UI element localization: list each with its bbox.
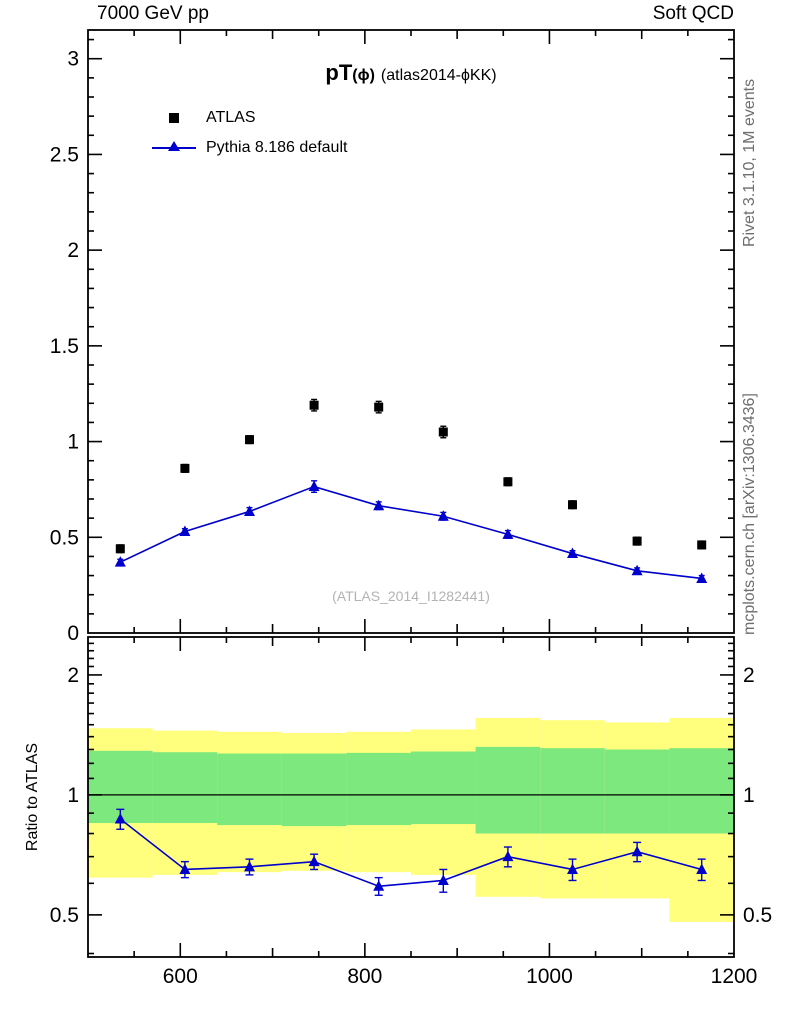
ratio-band-inner — [411, 751, 476, 825]
legend-label-data: ATLAS — [206, 109, 256, 126]
ratio-band-inner — [604, 749, 670, 834]
ratio-band-inner — [217, 753, 282, 826]
mc-marker — [567, 547, 578, 559]
ratio-axis-title: Ratio to ATLAS — [24, 742, 41, 852]
ratio-y-tick-label: 2 — [67, 664, 79, 687]
ratio-y-tick-label-right: 2 — [743, 664, 755, 687]
mc-marker — [114, 556, 126, 567]
mc-marker — [244, 505, 255, 516]
legend-item-data: ATLAS — [150, 103, 347, 133]
data-marker — [632, 536, 642, 546]
ratio-y-tick-label: 0.5 — [50, 904, 79, 927]
x-tick-label: 1000 — [526, 965, 573, 988]
data-marker — [245, 435, 254, 445]
ratio-marker — [696, 863, 708, 874]
data-marker — [697, 540, 707, 550]
mc-marker — [179, 525, 191, 537]
mc-marker — [437, 510, 449, 521]
beam-energy-label: 7000 GeV pp — [97, 3, 209, 24]
data-marker — [115, 544, 125, 554]
y-tick-label: 3 — [67, 48, 79, 71]
legend: ATLAS Pythia 8.186 default — [150, 103, 347, 163]
y-tick-label: 1 — [67, 431, 79, 454]
ratio-marker — [437, 874, 449, 885]
y-tick-label: 1.5 — [50, 335, 79, 358]
mc-marker — [308, 480, 320, 492]
data-marker — [438, 427, 448, 437]
mcplots-arxiv-label: mcplots.cern.ch [arXiv:1306.3436] — [741, 393, 758, 635]
mc-triangle-line-marker-icon — [150, 140, 198, 156]
ratio-marker — [373, 880, 385, 891]
mc-marker — [696, 572, 708, 583]
mc-marker — [631, 564, 643, 576]
y-tick-label: 0.5 — [50, 526, 79, 549]
data-marker — [374, 402, 384, 412]
y-tick-label: 2 — [67, 239, 79, 262]
data-marker — [503, 477, 513, 487]
ratio-marker — [567, 863, 578, 874]
ratio-band-inner — [281, 753, 347, 827]
ratio-band-inner — [669, 748, 734, 834]
ratio-y-tick-label-right: 1 — [743, 784, 755, 807]
rivet-version-label: Rivet 3.1.10, 1M events — [741, 78, 758, 247]
ratio-band-inner — [540, 748, 605, 834]
mc-marker — [502, 528, 514, 539]
ratio-y-tick-label-right: 0.5 — [743, 904, 772, 927]
y-tick-label: 0 — [67, 622, 79, 645]
process-group-label: Soft QCD — [652, 3, 734, 24]
ratio-band-inner — [475, 746, 541, 834]
observable-argument: (ϕ) — [352, 67, 375, 84]
data-square-marker-icon — [150, 110, 198, 126]
ratio-marker — [308, 855, 320, 867]
x-tick-label: 1200 — [711, 965, 758, 988]
ratio-band-inner — [346, 752, 411, 826]
x-tick-label: 600 — [163, 965, 198, 988]
ratio-plot-frame — [87, 636, 735, 958]
main-plot-frame — [87, 29, 735, 634]
observable-name: pT — [325, 60, 353, 85]
data-marker — [180, 463, 190, 473]
analysis-variant-label: (atlas2014-ϕKK) — [380, 67, 497, 84]
plot-title: pT(ϕ) (atlas2014-ϕKK) — [88, 60, 734, 86]
legend-label-mc: Pythia 8.186 default — [206, 139, 348, 156]
legend-item-mc: Pythia 8.186 default — [150, 133, 347, 163]
analysis-id-watermark: (ATLAS_2014_I1282441) — [332, 588, 490, 604]
ratio-marker — [244, 860, 255, 872]
data-marker — [568, 500, 577, 510]
mc-marker — [373, 499, 385, 511]
ratio-marker — [631, 845, 643, 857]
ratio-line — [119, 818, 702, 888]
ratio-band-inner — [152, 752, 218, 824]
y-tick-label: 2.5 — [50, 143, 79, 166]
data-marker — [309, 400, 319, 410]
mc-line — [119, 485, 702, 580]
ratio-marker — [502, 850, 514, 862]
x-tick-label: 800 — [347, 965, 382, 988]
ratio-y-tick-label: 1 — [67, 784, 79, 807]
triangle-glyph — [168, 141, 180, 151]
ratio-marker — [114, 813, 126, 824]
square-glyph — [169, 113, 179, 123]
ratio-marker — [179, 863, 191, 874]
